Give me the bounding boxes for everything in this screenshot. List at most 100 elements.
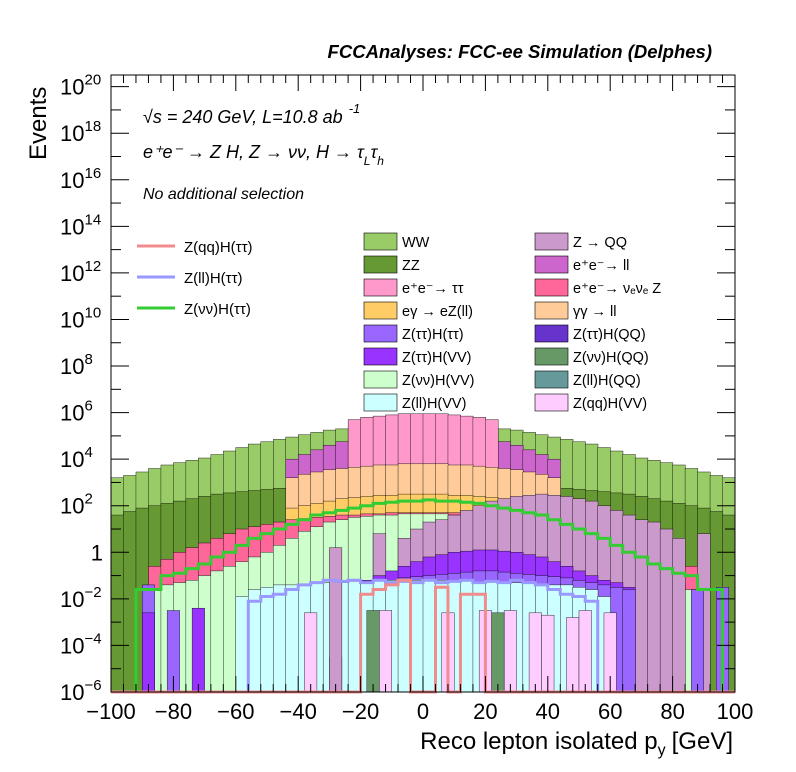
y-tick-label: 1014 — [60, 211, 101, 239]
legend-bg-swatch — [363, 347, 398, 366]
legend-bg-label: e⁺e⁻→ ll — [573, 258, 629, 274]
stack-bar — [110, 514, 124, 693]
x-tick-label: 40 — [536, 699, 560, 724]
x-tick-label: −40 — [280, 699, 317, 724]
legend-bg-swatch — [363, 324, 398, 343]
legend-bg-swatch — [534, 347, 569, 366]
legend-bg-label: e⁺e⁻→ νₑνₑ Z — [573, 281, 661, 297]
y-tick-label: 1016 — [60, 165, 101, 193]
stack-bar — [460, 580, 474, 693]
spike-bar — [141, 612, 155, 693]
stack-bar — [285, 584, 299, 693]
y-tick-label: 1010 — [60, 304, 101, 332]
stack-bar — [273, 584, 287, 693]
spike-bar — [491, 612, 505, 693]
spike-bar — [366, 610, 380, 693]
stack-bar — [210, 570, 224, 693]
legend-bg-label: WW — [402, 235, 430, 251]
stack-bar — [622, 589, 636, 693]
stack-bar — [672, 538, 686, 693]
stack-bar — [123, 511, 137, 693]
stack-bar — [659, 528, 674, 693]
y-tick-label: 106 — [60, 398, 93, 426]
legend-signal: Z(qq)H(ττ) Z(ll)H(ττ) Z(νν)H(ττ) — [137, 239, 253, 318]
x-tick-label: −20 — [342, 699, 379, 724]
spike-bar — [191, 607, 205, 693]
y-tick-label: 10−6 — [60, 677, 102, 705]
stack-bar — [634, 519, 649, 693]
svg-text:Reco lepton isolated py[GeV]: Reco lepton isolated py [GeV] — [420, 728, 733, 759]
stack-bar — [422, 580, 436, 693]
x-tick-label: 80 — [660, 699, 684, 724]
stack-bar — [235, 596, 249, 693]
stack-bar — [347, 581, 362, 693]
selection-annotation: No additional selection — [143, 186, 304, 203]
stack-bar — [248, 589, 262, 693]
legend-bg-label: Z(ττ)H(ττ) — [402, 327, 464, 343]
axis-ticks — [110, 75, 736, 693]
legend-bg-label: γγ → ll — [573, 304, 617, 320]
x-axis-label: Reco lepton isolated py [GeV] — [420, 728, 733, 759]
y-tick-label: 10−2 — [60, 584, 102, 612]
y-tick-label: 108 — [60, 351, 93, 379]
legend-bg-swatch — [534, 324, 569, 343]
legend-bg-label: Z(ll)H(QQ) — [573, 373, 641, 389]
legend-bg-label: eγ → eZ(ll) — [402, 304, 473, 320]
y-tick-label: 102 — [60, 491, 93, 519]
legend-bg-label: ZZ — [402, 258, 420, 274]
spike-bar — [578, 610, 592, 693]
legend-bg-swatch — [534, 301, 569, 320]
y-tick-label: 10−4 — [60, 630, 102, 658]
signal-line-0 — [111, 498, 735, 694]
signal-line-1 — [111, 578, 735, 694]
tick-labels: −100 −80 −60 −40 −20 0 20 40 60 80 100 1020 1018 1016… — [60, 72, 753, 724]
y-tick-label: 1012 — [60, 258, 101, 286]
chart-title: FCCAnalyses: FCC-ee Simulation (Delphes) — [328, 41, 712, 62]
x-tick-label: 100 — [717, 699, 754, 724]
stack-bar — [397, 580, 412, 693]
legend-bg-label: Z(ll)H(VV) — [402, 396, 466, 412]
lumi-exponent: -1 — [349, 101, 361, 116]
legend-bg-swatch — [534, 393, 569, 412]
spike-bar — [566, 617, 580, 693]
x-tick-label: 0 — [417, 699, 429, 724]
legend-bg-swatch — [534, 255, 569, 274]
spike-bar — [304, 612, 318, 693]
legend-bg-label: e⁺e⁻→ ττ — [402, 281, 464, 297]
x-tick-label: 20 — [473, 699, 497, 724]
legend-bg-swatch — [534, 278, 569, 297]
legend-bg-label: Z(νν)H(VV) — [402, 373, 475, 389]
svg-text:√s = 240 GeV, L=10.8 ab-1: √s = 240 GeV, L=10.8 ab -1 — [143, 101, 360, 127]
x-tick-label: −60 — [217, 699, 254, 724]
legend-bg-swatch — [363, 301, 398, 320]
spike-bar — [691, 589, 705, 693]
stack-bar — [223, 566, 237, 693]
x-axis-label-main: Reco lepton isolated p — [420, 728, 658, 755]
legend-bg-swatch — [363, 232, 398, 251]
legend-bg-label: Z(qq)H(VV) — [573, 396, 647, 412]
tau-l-subscript: L — [364, 154, 371, 168]
stack-bar — [410, 580, 424, 693]
y-tick-label: 104 — [60, 444, 93, 472]
legend-bg-swatch — [534, 232, 569, 251]
x-axis-label-sub: y — [658, 742, 666, 759]
y-tick-label: 1 — [91, 540, 103, 565]
legend-background: WW Z → QQ ZZ e⁺e⁻→ ll e⁺e⁻→ ττ e⁺e⁻→ νₑνₑ Z eγ… — [363, 232, 661, 412]
legend-signal-label: Z(ll)H(ττ) — [184, 270, 243, 287]
legend-signal-label: Z(νν)H(ττ) — [184, 301, 251, 318]
spike-bar — [379, 610, 393, 693]
legend-bg-label: Z(ττ)H(QQ) — [573, 327, 646, 343]
spike-bar — [503, 610, 517, 693]
svg-text:e⁺e⁻ → Z H, Z → νν, H → τLτh: e⁺e⁻ → Z H, Z → νν, H → τLτh — [143, 142, 384, 168]
histogram-stack — [110, 413, 736, 693]
x-tick-label: −100 — [86, 699, 136, 724]
legend-bg-label: Z → QQ — [573, 235, 627, 251]
tau-h-subscript: h — [377, 154, 384, 168]
spike-bar — [329, 547, 343, 693]
legend-bg-swatch — [363, 370, 398, 389]
y-tick-label: 1018 — [60, 118, 101, 146]
legend-bg-swatch — [534, 370, 569, 389]
annotation-block: √s = 240 GeV, L=10.8 ab -1 e⁺e⁻ → Z H, Z … — [143, 101, 384, 203]
x-axis-label-unit: [GeV] — [672, 728, 733, 755]
